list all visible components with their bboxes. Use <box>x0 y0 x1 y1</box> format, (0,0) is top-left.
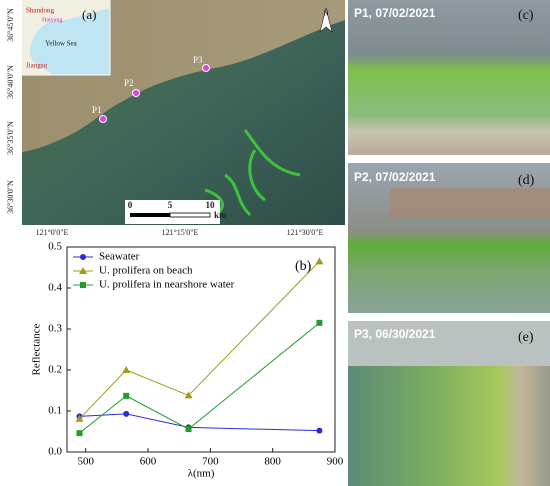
marker <box>185 426 192 433</box>
site-label: P1 <box>92 105 102 115</box>
photo <box>348 0 550 155</box>
marker <box>75 414 84 422</box>
marker <box>76 430 83 437</box>
y-tick-label: 0.5 <box>48 241 62 253</box>
marker <box>123 392 130 399</box>
panel-label: (c) <box>518 8 534 23</box>
inset-label: Shandong <box>26 7 55 15</box>
north-label: N <box>323 10 328 18</box>
x-tick-label: 800 <box>264 456 281 468</box>
lon-label: 121°30'0"E <box>287 228 324 237</box>
y-axis-label: Reflectance <box>31 323 43 375</box>
legend-marker <box>80 282 86 288</box>
marker <box>184 391 193 399</box>
north-arrow <box>319 7 333 33</box>
series-line <box>79 261 320 420</box>
lon-label: 121°15'0"E <box>162 228 199 237</box>
legend-label: U. prolifera in nearshore water <box>99 279 235 291</box>
marker <box>123 410 130 417</box>
legend-label: Seawater <box>99 251 140 263</box>
lat-label: 36°35'0"N <box>6 121 15 155</box>
y-tick-label: 0.1 <box>48 405 62 417</box>
legend-marker <box>80 254 86 260</box>
y-tick-label: 0.2 <box>48 364 62 376</box>
inset-label: Yellow Sea <box>45 40 78 48</box>
site-label: P3 <box>193 55 203 65</box>
scale-bar <box>169 212 211 218</box>
plot-area <box>66 246 336 453</box>
series-line <box>79 322 320 434</box>
photo-caption: P3, 06/30/2021 <box>354 327 436 341</box>
x-axis-label: λ(nm) <box>188 468 215 480</box>
y-tick-label: 0.3 <box>48 323 62 335</box>
site-label: P2 <box>124 78 134 88</box>
legend-marker <box>79 267 87 274</box>
marker <box>316 427 323 434</box>
lat-label: 36°30'0"N <box>6 180 15 214</box>
photo-caption: P1, 07/02/2021 <box>354 6 436 20</box>
panel-label: (e) <box>518 330 534 345</box>
annotation: (b) <box>295 259 312 274</box>
site <box>132 89 140 97</box>
x-tick-label: 500 <box>77 456 94 468</box>
x-tick-label: 900 <box>327 456 344 468</box>
panel-label: (d) <box>518 173 535 188</box>
scale-label: 0 <box>128 200 133 210</box>
panel-label: (a) <box>82 7 96 22</box>
inset-label: Jiangsu <box>26 62 48 70</box>
scale-box <box>125 200 220 224</box>
y-tick-label: 0.0 <box>48 446 62 458</box>
lat-label: 36°40'0"N <box>6 65 15 99</box>
marker <box>122 366 131 373</box>
scale-label: km <box>214 210 227 220</box>
marker <box>316 319 323 326</box>
x-tick-label: 700 <box>202 456 219 468</box>
inset-land <box>22 0 110 75</box>
buildings <box>390 188 550 218</box>
legend-label: U. prolifera on beach <box>99 265 193 277</box>
lon-label: 121°0'0"E <box>36 228 69 237</box>
site <box>99 115 107 123</box>
scale-label: 5 <box>168 200 173 210</box>
photo-caption: P2, 07/02/2021 <box>354 170 436 184</box>
y-tick-label: 0.4 <box>48 282 62 294</box>
site <box>202 64 210 72</box>
map-panel: Shandong Haiyang Yellow Sea Jiangsu (a) … <box>6 0 345 237</box>
lat-label: 36°45'0"N <box>6 8 15 42</box>
marker <box>315 257 324 265</box>
x-tick-label: 600 <box>140 456 157 468</box>
sky <box>348 321 550 366</box>
inset-label: Haiyang <box>42 17 62 23</box>
algae <box>204 129 301 217</box>
scale-label: 10 <box>206 200 216 210</box>
scale-bar <box>130 213 170 217</box>
